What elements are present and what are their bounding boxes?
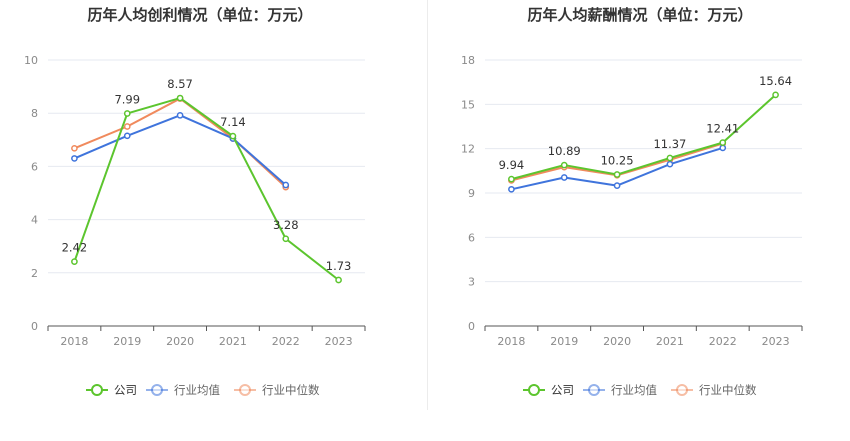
series-point-0 [666, 154, 674, 162]
y-tick-label: 2 [31, 267, 38, 280]
x-tick-label: 2023 [762, 335, 790, 348]
series-point-0 [176, 94, 184, 102]
data-label: 10.25 [601, 154, 634, 168]
data-label: 3.28 [273, 218, 299, 232]
legend-swatch-marker [239, 384, 251, 396]
series-line-0 [511, 94, 777, 181]
y-tick-label: 4 [31, 214, 38, 227]
legend-item-0: 公司 [523, 383, 574, 397]
y-tick-label: 10 [24, 54, 38, 67]
legend-swatch-marker [528, 384, 540, 396]
chart-1: 历年人均创利情况（单位：万元） 0 2 4 6 8 10 2018 2019 2020 2021 20… [24, 6, 366, 397]
data-label: 2.42 [62, 241, 88, 255]
legend-label: 行业均值 [611, 383, 657, 397]
series-point-1 [71, 155, 78, 162]
data-label: 15.64 [759, 74, 792, 88]
series-point-0 [282, 235, 290, 243]
chart-title: 历年人均薪酬情况（单位：万元） [527, 6, 752, 24]
legend-item-0: 公司 [86, 383, 137, 397]
series-point-0 [71, 258, 78, 265]
series-point-1 [560, 174, 568, 181]
y-tick-label: 0 [31, 320, 38, 333]
series-point-0 [508, 175, 515, 183]
y-tick-label: 6 [468, 231, 475, 244]
legend-swatch-marker [588, 384, 600, 396]
x-tick-label: 2019 [113, 335, 141, 348]
series-point-0 [123, 110, 131, 117]
x-tick-label: 2018 [60, 335, 88, 348]
series-point-0 [613, 171, 621, 178]
legend-label: 公司 [551, 383, 574, 397]
legend-swatch-marker [91, 384, 103, 396]
series-line-0 [73, 97, 340, 281]
x-tick-label: 2021 [656, 335, 684, 348]
data-label: 11.37 [653, 137, 686, 151]
series-point-0 [560, 161, 568, 169]
chart-2: 历年人均薪酬情况（单位：万元） 0 3 6 9 12 15 18 2018 2019 2020 202… [461, 6, 803, 397]
chart-title: 历年人均创利情况（单位：万元） [87, 6, 312, 24]
x-tick-label: 2021 [219, 335, 247, 348]
legend-swatch-marker [151, 384, 163, 396]
data-label: 7.99 [114, 92, 140, 106]
series-point-0 [229, 132, 237, 140]
data-label: 1.73 [326, 259, 352, 273]
series-point-0 [335, 276, 342, 284]
data-label: 8.57 [167, 77, 193, 91]
x-tick-label: 2019 [550, 335, 578, 348]
y-tick-label: 6 [31, 160, 38, 173]
y-tick-label: 18 [461, 54, 475, 67]
y-tick-label: 3 [468, 276, 475, 289]
legend-label: 行业均值 [174, 383, 220, 397]
data-label: 7.14 [220, 115, 246, 129]
legend-swatch-marker [676, 384, 688, 396]
y-tick-label: 0 [468, 320, 475, 333]
x-tick-label: 2018 [497, 335, 525, 348]
series-point-1 [666, 160, 674, 168]
series-point-1 [719, 144, 727, 152]
legend-label: 公司 [114, 383, 137, 397]
legend-label: 行业中位数 [699, 383, 757, 397]
series-point-0 [772, 91, 779, 99]
x-tick-label: 2020 [603, 335, 631, 348]
y-tick-label: 9 [468, 187, 475, 200]
legend-item-2: 行业中位数 [671, 383, 757, 397]
series-point-2 [123, 123, 131, 130]
y-tick-label: 15 [461, 98, 475, 111]
series-point-2 [71, 144, 78, 152]
legend-item-2: 行业中位数 [234, 383, 320, 397]
x-tick-label: 2020 [166, 335, 194, 348]
series-point-0 [719, 139, 727, 146]
y-tick-label: 12 [461, 143, 475, 156]
legend-item-1: 行业均值 [146, 383, 220, 397]
series-point-1 [613, 182, 621, 189]
x-tick-label: 2022 [272, 335, 300, 348]
panel-divider [427, 0, 428, 410]
series-point-1 [282, 181, 290, 189]
legend-label: 行业中位数 [262, 383, 320, 397]
y-tick-label: 8 [31, 107, 38, 120]
legend-item-1: 行业均值 [583, 383, 657, 397]
series-point-1 [176, 111, 184, 119]
series-point-1 [508, 185, 515, 193]
data-label: 10.89 [548, 144, 581, 158]
x-tick-label: 2022 [709, 335, 737, 348]
data-label: 9.94 [499, 158, 525, 172]
data-label: 12.41 [706, 122, 739, 136]
series-point-1 [123, 132, 131, 140]
x-tick-label: 2023 [325, 335, 353, 348]
